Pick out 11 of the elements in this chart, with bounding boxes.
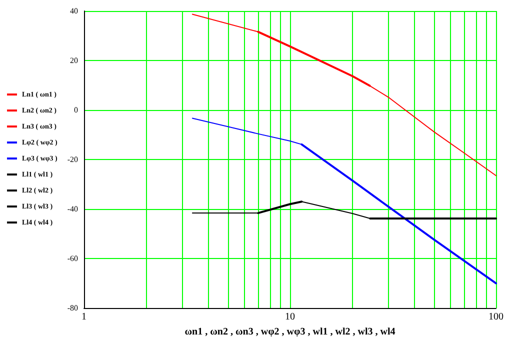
y-tick-label: 0 <box>74 106 78 115</box>
x-tick-label: 100 <box>488 312 504 323</box>
y-tick-label: -20 <box>67 155 78 164</box>
y-tick-label: -60 <box>67 254 78 264</box>
y-tick-label: 20 <box>70 56 78 66</box>
x-axis-title: ωn1 , ωn2 , ωn3 , wφ2 , wφ3 , wl1 , wl2 , wl3 , wl4 <box>184 326 396 338</box>
y-tick-label: -80 <box>67 304 78 313</box>
y-tick-label: 40 <box>70 6 78 16</box>
x-tick-label: 1 <box>82 312 86 323</box>
x-tick-label: 10 <box>285 312 295 323</box>
y-tick-label: -40 <box>67 204 78 214</box>
